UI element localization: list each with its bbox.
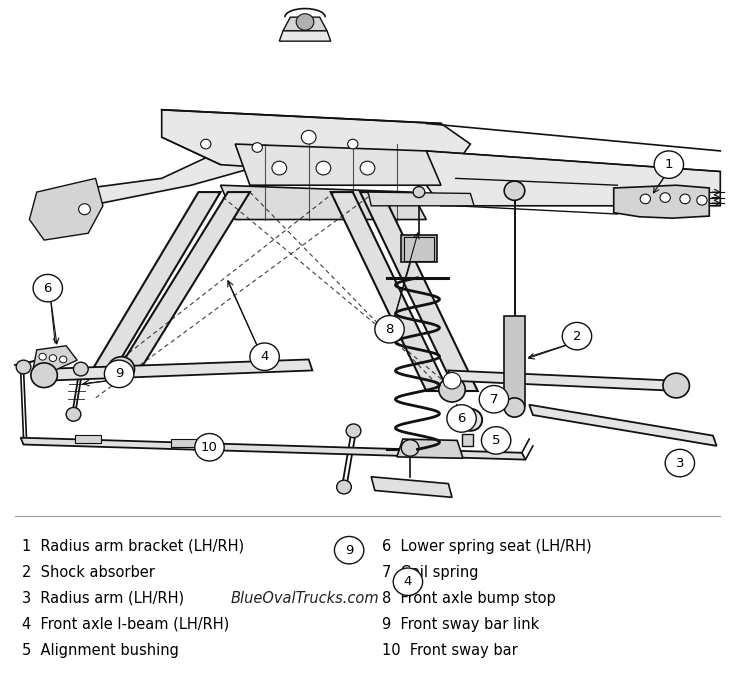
Polygon shape [220, 185, 426, 220]
Circle shape [393, 568, 423, 595]
Circle shape [108, 357, 135, 381]
Circle shape [360, 161, 375, 175]
Text: 3: 3 [675, 457, 684, 469]
Circle shape [697, 196, 707, 205]
Circle shape [31, 363, 57, 388]
Text: 4  Front axle I-beam (LH/RH): 4 Front axle I-beam (LH/RH) [22, 617, 229, 632]
Text: 3  Radius arm (LH/RH): 3 Radius arm (LH/RH) [22, 591, 184, 606]
Polygon shape [426, 151, 720, 206]
Polygon shape [92, 192, 220, 370]
Polygon shape [368, 192, 474, 206]
Polygon shape [29, 178, 103, 240]
Polygon shape [529, 405, 717, 446]
Polygon shape [401, 235, 437, 262]
Polygon shape [360, 192, 478, 391]
Text: 5: 5 [492, 434, 501, 447]
Polygon shape [40, 359, 312, 381]
Polygon shape [118, 192, 250, 370]
Circle shape [375, 316, 404, 343]
Circle shape [252, 143, 262, 152]
Circle shape [337, 480, 351, 494]
Polygon shape [371, 477, 452, 497]
Polygon shape [614, 185, 709, 218]
Polygon shape [283, 17, 327, 31]
Text: 9: 9 [115, 368, 123, 380]
Text: 9: 9 [345, 544, 354, 556]
Circle shape [346, 424, 361, 438]
Text: 6  Lower spring seat (LH/RH): 6 Lower spring seat (LH/RH) [382, 539, 592, 554]
Text: 9  Front sway bar link: 9 Front sway bar link [382, 617, 539, 632]
Text: 6: 6 [457, 412, 466, 425]
Text: 2  Shock absorber: 2 Shock absorber [22, 565, 155, 580]
Circle shape [250, 343, 279, 370]
Circle shape [112, 362, 130, 379]
Circle shape [201, 139, 211, 149]
Circle shape [562, 322, 592, 350]
Circle shape [439, 377, 465, 402]
Circle shape [296, 14, 314, 30]
Circle shape [504, 181, 525, 200]
Text: 1  Radius arm bracket (LH/RH): 1 Radius arm bracket (LH/RH) [22, 539, 244, 554]
Circle shape [316, 161, 331, 175]
Circle shape [665, 449, 695, 477]
Text: 4: 4 [404, 576, 412, 588]
Circle shape [60, 356, 67, 363]
Circle shape [660, 193, 670, 202]
Polygon shape [171, 439, 197, 447]
Polygon shape [331, 192, 448, 391]
Polygon shape [279, 31, 331, 41]
Text: 10  Front sway bar: 10 Front sway bar [382, 643, 518, 658]
Circle shape [447, 405, 476, 432]
Polygon shape [504, 316, 525, 406]
Text: 10: 10 [201, 441, 218, 453]
Text: 5  Alignment bushing: 5 Alignment bushing [22, 643, 179, 658]
Circle shape [79, 204, 90, 215]
Circle shape [443, 372, 461, 389]
Circle shape [504, 398, 525, 417]
Text: 8: 8 [385, 323, 394, 335]
Circle shape [680, 194, 690, 204]
Polygon shape [404, 237, 434, 261]
Circle shape [348, 139, 358, 149]
Circle shape [401, 440, 419, 456]
Text: 7  Coil spring: 7 Coil spring [382, 565, 478, 580]
Circle shape [66, 407, 81, 421]
Polygon shape [33, 346, 77, 372]
Text: 6: 6 [43, 282, 52, 294]
Text: 2: 2 [573, 330, 581, 342]
Circle shape [465, 415, 476, 425]
Circle shape [459, 409, 482, 431]
Circle shape [479, 386, 509, 413]
Circle shape [654, 151, 684, 178]
Polygon shape [235, 144, 441, 185]
Polygon shape [44, 123, 294, 220]
Polygon shape [21, 438, 526, 460]
Text: BlueOvalTrucks.com: BlueOvalTrucks.com [231, 591, 379, 606]
Circle shape [33, 274, 62, 302]
Polygon shape [448, 370, 680, 391]
Circle shape [104, 360, 134, 388]
Circle shape [481, 427, 511, 454]
Circle shape [195, 434, 224, 461]
Circle shape [663, 373, 689, 398]
Circle shape [301, 130, 316, 144]
Circle shape [334, 536, 364, 564]
Text: 1: 1 [664, 158, 673, 171]
Text: 4: 4 [260, 351, 269, 363]
Circle shape [74, 362, 88, 376]
Polygon shape [462, 434, 473, 446]
Circle shape [640, 194, 650, 204]
Polygon shape [162, 110, 470, 178]
Circle shape [49, 355, 57, 362]
Circle shape [272, 161, 287, 175]
Circle shape [39, 353, 46, 360]
Text: 7: 7 [490, 393, 498, 405]
Polygon shape [397, 439, 463, 458]
Circle shape [16, 360, 31, 374]
Circle shape [413, 187, 425, 198]
Polygon shape [75, 435, 101, 443]
Text: 8  Front axle bump stop: 8 Front axle bump stop [382, 591, 556, 606]
